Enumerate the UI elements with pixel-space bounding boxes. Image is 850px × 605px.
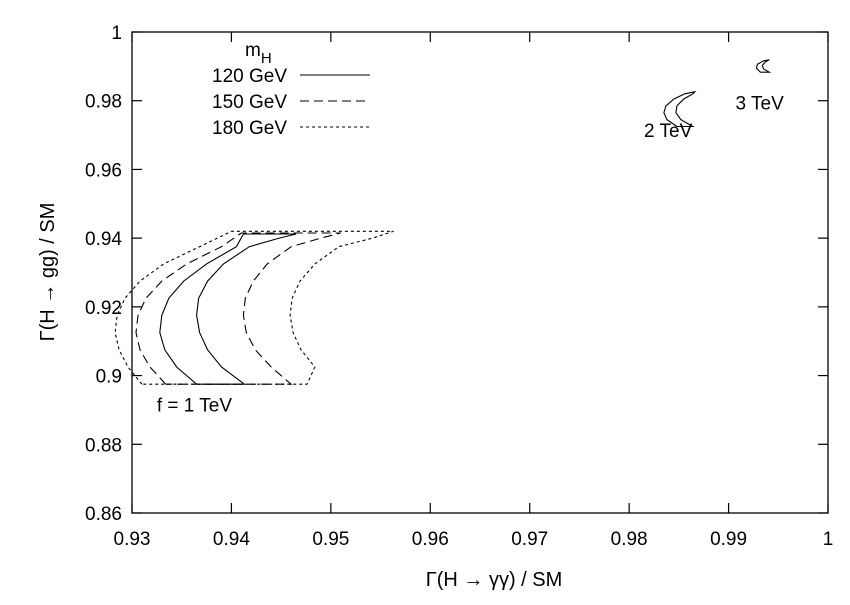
x-tick-label: 0.99 [710,529,747,550]
x-tick-label: 1 [823,529,834,550]
y-tick-label: 0.94 [85,229,122,250]
series-line-solid [755,59,772,73]
legend-label: 150 GeV [212,92,287,113]
y-tick-label: 1 [111,23,122,44]
curves [114,59,772,385]
legend-label: 120 GeV [212,66,287,87]
series-line-solid [663,90,697,128]
annotation-label: f = 1 TeV [157,396,233,417]
x-tick-label: 0.98 [611,529,648,550]
legend-title: mH [245,40,272,67]
tick-labels: 0.93 0.94 0.95 0.96 0.97 0.98 0.99 1 0.86 0.88 0.9… [85,23,833,550]
x-tick-label: 0.94 [213,529,250,550]
legend-title-main: m [245,40,261,61]
ticks [131,31,829,514]
x-axis-label: Γ(H → γγ) / SM [426,569,563,591]
x-tick-label: 0.97 [511,529,548,550]
y-axis-label: Γ(H → gg) / SM [37,203,59,342]
annotations: f = 1 TeV 2 TeV 3 TeV [157,93,784,416]
y-tick-label: 0.86 [85,504,122,525]
y-tick-label: 0.92 [85,298,122,319]
legend: mH 120 GeV 150 GeV 180 GeV [212,40,370,139]
series-line-solid [159,233,297,385]
x-tick-label: 0.96 [412,529,449,550]
legend-entries: 120 GeV 150 GeV 180 GeV [212,66,370,139]
x-tick-label: 0.93 [114,529,151,550]
y-tick-label: 0.98 [85,92,122,113]
y-tick-label: 0.96 [85,160,122,181]
y-tick-label: 0.88 [85,435,122,456]
plot-frame [131,31,829,514]
annotation-label: 2 TeV [644,121,693,142]
legend-label: 180 GeV [212,118,287,139]
annotation-label: 3 TeV [736,93,785,114]
legend-title-sub: H [261,50,272,67]
series-line-dashed [135,232,341,385]
y-tick-label: 0.9 [96,367,122,388]
x-tick-label: 0.95 [312,529,349,550]
series-line-dotted [114,230,394,385]
